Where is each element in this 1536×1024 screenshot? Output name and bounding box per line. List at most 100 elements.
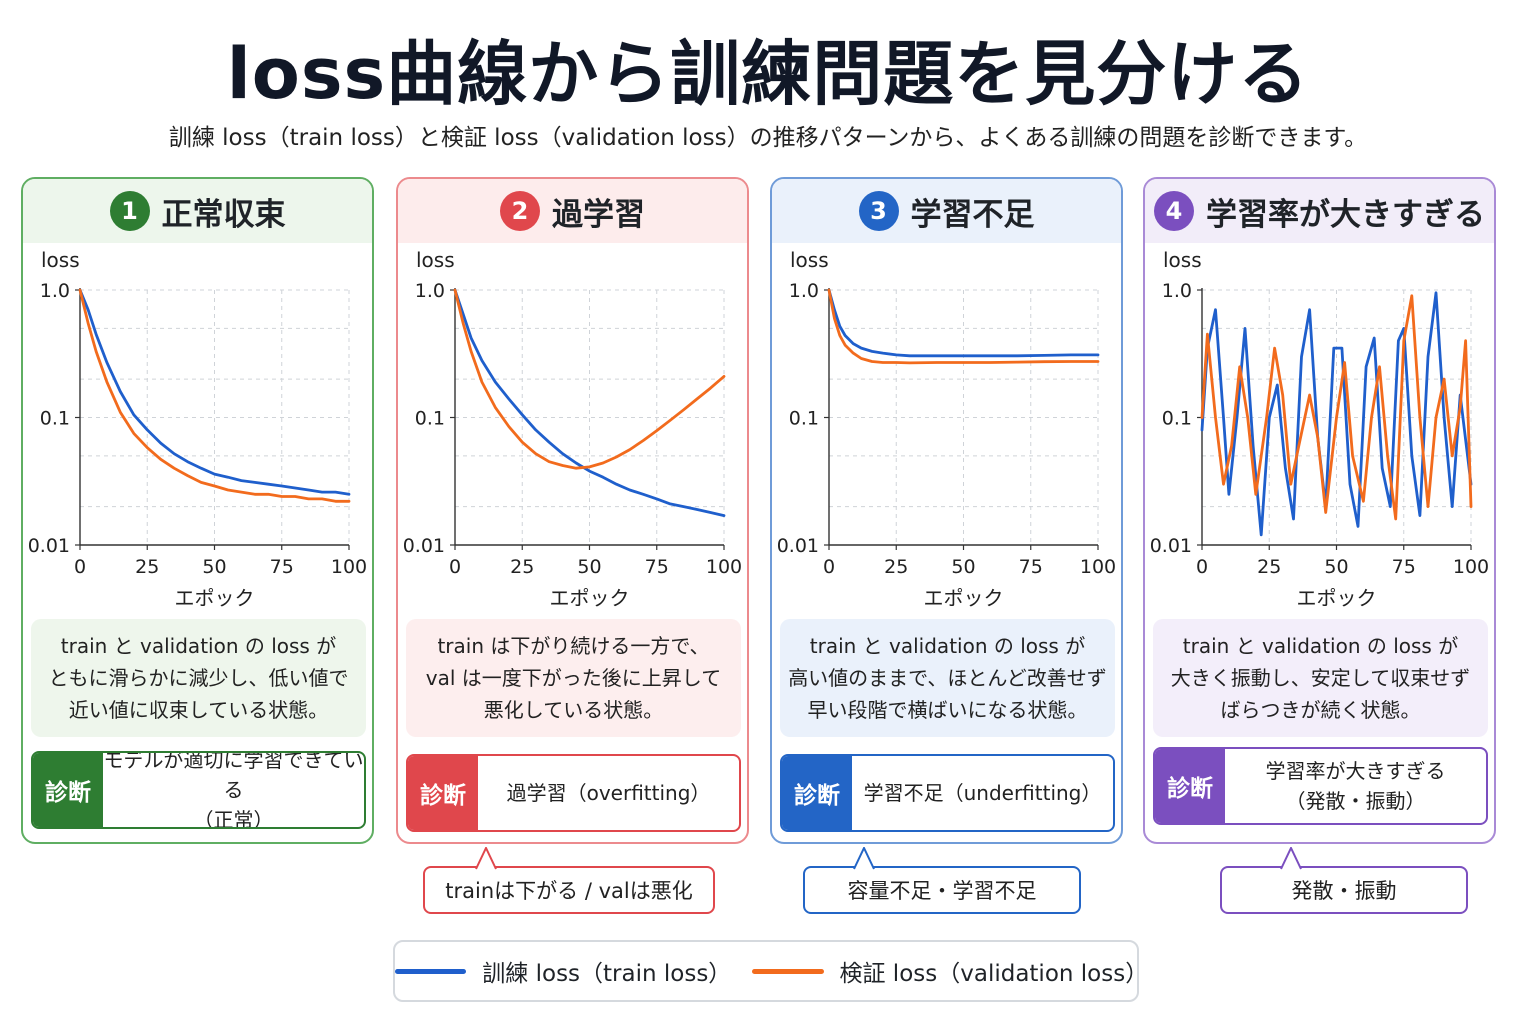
legend-item-train: 訓練 loss（train loss） [395,954,732,988]
diagnosis-label: 診断 [1155,749,1225,823]
callout-pointer [853,847,875,870]
legend-swatch-train [395,968,467,974]
y-tick-label: 1.0 [1162,280,1192,302]
y-axis-label: loss [1163,248,1202,272]
panel-overfitting: 2 過学習 loss 0.01 0.1 1.0 0 25 50 75 100 エポック train… [396,177,749,844]
validation-loss-line [827,288,1100,365]
validation-loss-line [78,288,351,503]
loss-chart: loss 0.01 0.1 1.0 0 25 50 75 100 エポック [1150,248,1489,610]
diagnosis-box: 診断 過学習（overfitting） [406,754,741,832]
x-tick-label: 100 [1453,556,1489,578]
panel-normal-convergence: 1 正常収束 loss 0.01 0.1 1.0 0 25 50 75 100 エポック trai… [21,177,374,844]
x-tick-label: 100 [331,556,367,578]
diagnosis-label: 診断 [782,756,852,830]
legend-item-validation: 検証 loss（validation loss） [752,954,1149,988]
legend-label-validation: 検証 loss（validation loss） [839,961,1149,987]
x-axis-label: エポック [1297,586,1377,610]
diagnosis-label: 診断 [33,753,103,827]
y-tick-label: 0.1 [1162,408,1192,430]
callout-text: 容量不足・学習不足 [847,879,1037,903]
panel-header: 1 正常収束 [23,179,372,243]
diagnosis-text: モデルが適切に学習できている （正常） [103,751,364,829]
legend-label-train: 訓練 loss（train loss） [482,961,732,987]
y-tick-label: 0.01 [777,535,819,557]
x-tick-label: 25 [884,556,908,578]
number-badge: 4 [1154,191,1194,231]
panel-title: 学習不足 [910,196,1035,233]
loss-chart: loss 0.01 0.1 1.0 0 25 50 75 100 エポック [403,248,742,610]
y-tick-label: 0.1 [789,408,819,430]
y-tick-label: 1.0 [40,280,70,302]
x-tick-label: 0 [449,556,461,578]
description-box: train と validation の loss が 高い値のままで、ほとんど… [780,619,1115,737]
x-tick-label: 50 [577,556,601,578]
x-axis-label: エポック [550,586,630,610]
number-badge: 3 [858,191,899,231]
legend-swatch-validation [752,968,824,974]
x-tick-label: 100 [1080,556,1116,578]
diagnosis-label: 診断 [408,756,478,830]
description-box: train と validation の loss が 大きく振動し、安定して収… [1153,619,1488,737]
y-tick-label: 0.01 [403,535,445,557]
x-tick-label: 50 [202,556,226,578]
x-axis-label: エポック [924,586,1004,610]
y-axis-label: loss [41,248,80,272]
panel-title: 正常収束 [161,196,286,233]
page-title: loss曲線から訓練問題を見分ける [226,33,1310,115]
description-box: train は下がり続ける一方で、 val は一度下がった後に上昇して 悪化して… [406,619,741,737]
diagnosis-box: 診断 学習不足（underfitting） [780,754,1115,832]
y-tick-label: 0.01 [1150,535,1192,557]
callout-pointer [475,847,497,870]
y-axis-label: loss [790,248,829,272]
page-subtitle: 訓練 loss（train loss）と検証 loss（validation l… [168,125,1368,151]
y-tick-label: 0.1 [415,408,445,430]
y-tick-label: 1.0 [789,280,819,302]
callout-oscillation: 発散・振動 [1220,847,1468,914]
x-tick-label: 25 [1257,556,1281,578]
loss-chart: loss 0.01 0.1 1.0 0 25 50 75 100 エポック [777,248,1116,610]
y-tick-label: 1.0 [415,280,445,302]
callout-pointer [1280,847,1302,870]
x-tick-label: 75 [270,556,294,578]
x-tick-label: 75 [1392,556,1416,578]
y-tick-label: 0.1 [40,408,70,430]
validation-loss-line [453,288,726,470]
y-axis-label: loss [416,248,455,272]
callout-underfitting: 容量不足・学習不足 [803,847,1081,914]
x-tick-label: 0 [1196,556,1208,578]
x-tick-label: 0 [74,556,86,578]
panel-underfitting: 3 学習不足 loss 0.01 0.1 1.0 0 25 50 75 100 エポック trai… [770,177,1123,844]
train-loss-line [78,288,351,496]
callout-text: trainは下がる / valは悪化 [445,879,693,903]
panel-high-learning-rate: 4 学習率が大きすぎる loss 0.01 0.1 1.0 0 25 50 75 100 エポック… [1143,177,1496,844]
callout-text: 発散・振動 [1291,879,1397,903]
panel-title: 過学習 [552,196,645,233]
x-axis-label: エポック [175,586,255,610]
diagnosis-box: 診断 モデルが適切に学習できている （正常） [31,751,366,829]
x-tick-label: 25 [135,556,159,578]
loss-chart: loss 0.01 0.1 1.0 0 25 50 75 100 エポック [28,248,367,610]
x-tick-label: 50 [951,556,975,578]
number-badge: 2 [500,191,540,231]
x-tick-label: 100 [706,556,742,578]
diagnosis-box: 診断 学習率が大きすぎる （発散・振動） [1153,747,1488,825]
x-tick-label: 75 [1019,556,1043,578]
x-tick-label: 75 [645,556,669,578]
validation-loss-line [1200,294,1473,521]
legend: 訓練 loss（train loss） 検証 loss（validation l… [393,940,1149,1002]
description-box: train と validation の loss が ともに滑らかに減少し、低… [31,619,366,737]
x-tick-label: 25 [510,556,534,578]
x-tick-label: 50 [1324,556,1348,578]
diagnosis-text: 過学習（overfitting） [506,781,711,805]
callout-overfitting: trainは下がる / valは悪化 [423,847,715,914]
panel-header: 2 過学習 [398,179,747,243]
train-loss-line [827,288,1100,358]
diagnosis-text: 学習不足（underfitting） [863,781,1102,805]
panel-title: 学習率が大きすぎる [1206,196,1485,233]
number-badge: 1 [109,191,150,231]
panel-header: 4 学習率が大きすぎる [1145,179,1494,243]
y-tick-label: 0.01 [28,535,70,557]
x-tick-label: 0 [823,556,835,578]
panel-header: 3 学習不足 [772,179,1121,243]
diagnosis-text: 学習率が大きすぎる （発散・振動） [1265,759,1446,813]
